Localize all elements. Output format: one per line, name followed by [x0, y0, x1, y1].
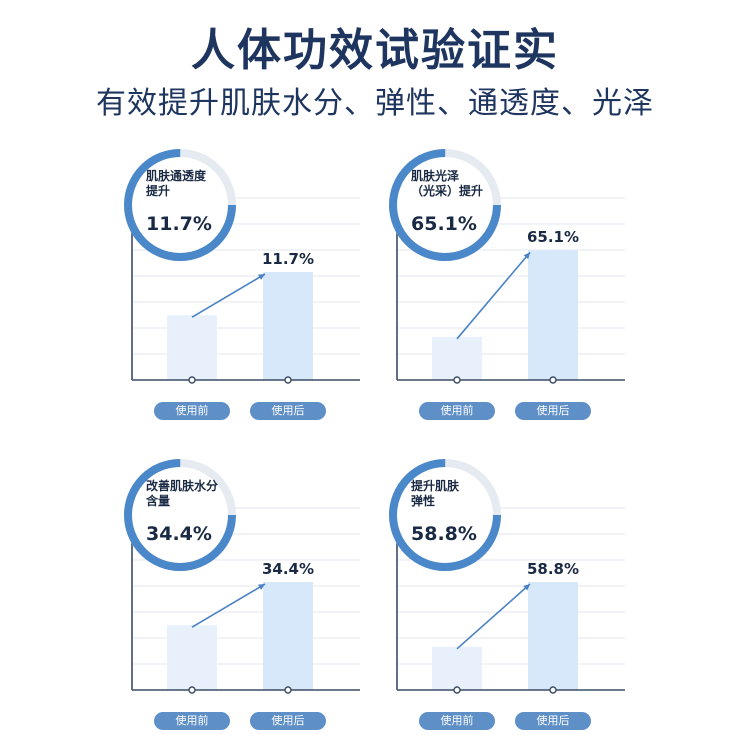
- chart-panel-elasticity: 提升肌肤 弹性 58.8% 58.8% 使用前 使用后: [375, 450, 705, 730]
- x-tick-dot: [549, 376, 557, 384]
- bar-value-label: 58.8%: [526, 560, 580, 578]
- category-label-before: 使用前: [419, 712, 495, 730]
- ring-progress: [389, 149, 501, 261]
- category-label-before: 使用前: [419, 402, 495, 420]
- ring-backdrop: [389, 149, 501, 261]
- x-tick-dot: [284, 376, 292, 384]
- bar-after: [528, 582, 578, 690]
- chart-panel-moisture: 改善肌肤水分 含量 34.4% 34.4% 使用前 使用后: [110, 450, 440, 730]
- x-tick-dot: [453, 686, 461, 694]
- category-label-after: 使用后: [515, 712, 591, 730]
- x-tick-dot: [188, 686, 196, 694]
- chart-svg: [124, 149, 360, 384]
- trend-arrowhead: [523, 584, 530, 591]
- circle-label: 肌肤光泽 （光采）提升: [411, 169, 484, 198]
- x-tick-dot: [188, 376, 196, 384]
- circle-value: 58.8%: [411, 523, 477, 545]
- x-tick-dot: [284, 686, 292, 694]
- bar-value-label: 65.1%: [526, 228, 580, 247]
- page-subtitle: 有效提升肌肤水分、弹性、通透度、光泽: [96, 86, 654, 121]
- circle-label: 肌肤通透度 提升: [146, 169, 207, 198]
- circle-label: 提升肌肤 弹性: [411, 479, 460, 508]
- chart-panel-gloss: 肌肤光泽 （光采）提升 65.1% 65.1% 使用前 使用后: [375, 140, 705, 420]
- category-label-after: 使用后: [250, 402, 326, 420]
- chart-svg: [389, 459, 625, 694]
- trend-arrow: [191, 273, 266, 318]
- ring-progress: [124, 149, 236, 261]
- circle-value: 65.1%: [411, 213, 477, 235]
- ring-progress: [389, 459, 501, 571]
- circle-label: 改善肌肤水分 含量: [146, 479, 219, 508]
- trend-arrow: [456, 251, 531, 340]
- category-label-after: 使用后: [515, 402, 591, 420]
- x-tick-dot: [549, 686, 557, 694]
- ring-backdrop: [124, 459, 236, 571]
- chart-svg: [389, 149, 625, 384]
- bar-after: [263, 582, 313, 690]
- trend-arrow: [456, 583, 531, 650]
- ring-progress: [124, 459, 236, 571]
- bar-value-label: 11.7%: [261, 250, 315, 268]
- bar-after: [528, 250, 578, 380]
- trend-arrowhead: [258, 274, 265, 280]
- x-tick-dot: [453, 376, 461, 384]
- trend-arrowhead: [258, 584, 265, 590]
- category-label-before: 使用前: [154, 712, 230, 730]
- circle-value: 34.4%: [146, 523, 212, 545]
- ring-backdrop: [389, 459, 501, 571]
- trend-arrowhead: [523, 252, 530, 260]
- ring-backdrop: [124, 149, 236, 261]
- page-title: 人体功效试验证实: [191, 25, 559, 76]
- bar-after: [263, 272, 313, 380]
- category-label-after: 使用后: [250, 712, 326, 730]
- bar-value-label: 34.4%: [261, 560, 315, 578]
- trend-arrow: [191, 583, 266, 628]
- bar-before: [432, 646, 482, 690]
- bar-before: [167, 315, 217, 380]
- chart-panel-transparency: 肌肤通透度 提升 11.7% 11.7% 使用前 使用后: [110, 140, 440, 420]
- bar-before: [432, 336, 482, 380]
- bar-before: [167, 625, 217, 690]
- category-label-before: 使用前: [154, 402, 230, 420]
- chart-svg: [124, 459, 360, 694]
- circle-value: 11.7%: [146, 213, 212, 235]
